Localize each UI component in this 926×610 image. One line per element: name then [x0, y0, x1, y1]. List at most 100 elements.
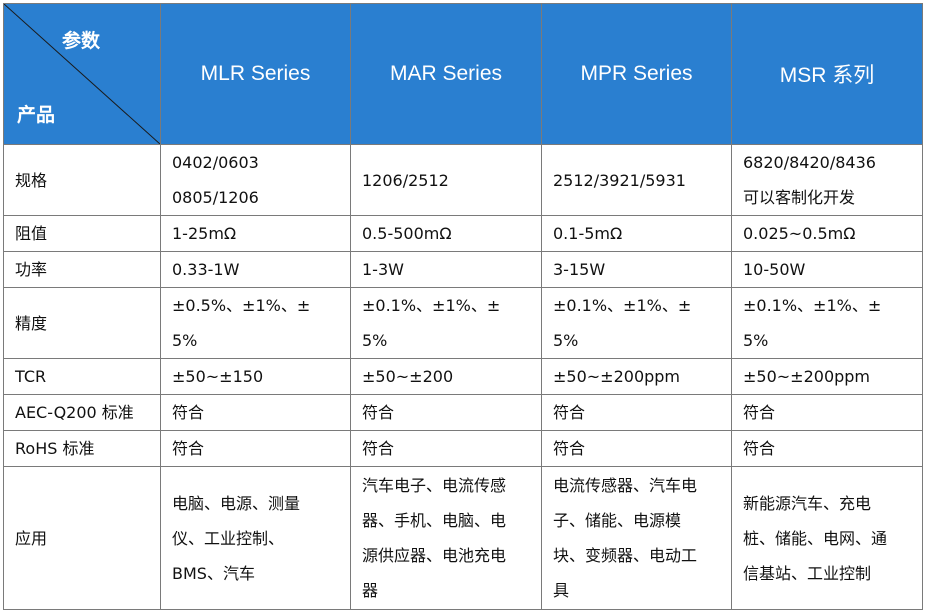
cell-text-line: ±0.1%、±1%、±: [553, 296, 692, 315]
cell-text-line: 2512/3921/5931: [553, 170, 686, 190]
table-row: 阻值 1-25mΩ 0.5-500mΩ 0.1-5mΩ 0.025~0.5mΩ: [3, 215, 923, 252]
table-cell: ±0.1%、±1%、± 5%: [731, 287, 923, 359]
table-row: RoHS 标准 符合 符合 符合 符合: [3, 430, 923, 467]
cell-text-line: 1206/2512: [362, 170, 449, 190]
table-cell: ±0.5%、±1%、± 5%: [160, 287, 351, 359]
cell-text-line: 仪、工业控制、: [172, 528, 285, 548]
cell-text-line: 符合: [362, 403, 395, 422]
row-label: 规格: [3, 144, 161, 216]
table-cell: 符合: [541, 430, 732, 467]
cell-text-line: BMS、汽车: [172, 563, 255, 583]
cell-text-line: 子、储能、电源模: [553, 511, 682, 530]
cell-text-line: 10-50W: [743, 260, 806, 279]
table-cell: 符合: [731, 430, 923, 467]
cell-text-line: 符合: [172, 439, 205, 458]
cell-text-line: ±50~±200ppm: [743, 367, 871, 386]
table-cell: 6820/8420/8436 可以客制化开发: [731, 144, 923, 216]
cell-text-line: 桩、储能、电网、通: [743, 528, 888, 548]
row-label: 精度: [3, 287, 161, 359]
cell-text-line: 1-25mΩ: [172, 224, 237, 243]
table-cell: 1-3W: [350, 251, 542, 288]
cell-text-line: 器: [362, 581, 379, 600]
header-row: 参数 产品 MLR Series MAR Series MPR Series M…: [3, 3, 923, 145]
cell-text-line: ±0.1%、±1%、±: [362, 296, 501, 315]
table-cell: 3-15W: [541, 251, 732, 288]
table-cell: 0.1-5mΩ: [541, 215, 732, 252]
cell-text-line: 信基站、工业控制: [743, 563, 872, 583]
cell-text-line: 6820/8420/8436: [743, 153, 876, 172]
cell-text-line: 符合: [172, 403, 205, 422]
table-cell: 符合: [350, 430, 542, 467]
cell-text-line: 电流传感器、汽车电: [553, 476, 698, 495]
cell-text-line: 符合: [743, 403, 776, 422]
row-label: 功率: [3, 251, 161, 288]
cell-text-line: 3-15W: [553, 260, 606, 279]
cell-text-line: 5%: [172, 331, 198, 350]
cell-text-line: ±50~±200: [362, 367, 454, 386]
table-cell: 0402/0603 0805/1206: [160, 144, 351, 216]
table-row: 应用 电脑、电源、测量 仪、工业控制、 BMS、汽车 汽车电子、电流传感 器、手机、电脑、…: [3, 466, 923, 610]
cell-text-line: 新能源汽车、充电: [743, 493, 872, 513]
table-cell: ±50~±200: [350, 358, 542, 395]
table-cell: ±50~±200ppm: [541, 358, 732, 395]
table-cell: ±50~±150: [160, 358, 351, 395]
cell-text-line: 5%: [743, 331, 769, 350]
table-cell: 符合: [731, 394, 923, 431]
cell-text-line: 电脑、电源、测量: [172, 493, 301, 513]
table-cell: 符合: [160, 394, 351, 431]
cell-text-line: 0.33-1W: [172, 260, 240, 279]
cell-text-line: ±50~±200ppm: [553, 367, 681, 386]
cell-text-line: 0.1-5mΩ: [553, 224, 623, 243]
table-row: TCR ±50~±150 ±50~±200 ±50~±200ppm ±50~±200pp…: [3, 358, 923, 395]
cell-text-line: 0.025~0.5mΩ: [743, 224, 856, 243]
cell-text-line: 符合: [553, 439, 586, 458]
cell-text-line: 符合: [553, 403, 586, 422]
cell-text-line: ±0.1%、±1%、±: [743, 296, 882, 315]
table-row: 功率 0.33-1W 1-3W 3-15W 10-50W: [3, 251, 923, 288]
row-label: 应用: [3, 466, 161, 610]
table-cell: 电脑、电源、测量 仪、工业控制、 BMS、汽车: [160, 466, 351, 610]
table-cell: 新能源汽车、充电 桩、储能、电网、通 信基站、工业控制: [731, 466, 923, 610]
row-label: RoHS 标准: [3, 430, 161, 467]
table-cell: 符合: [350, 394, 542, 431]
table-cell: 2512/3921/5931: [541, 144, 732, 216]
cell-text-line: 0.5-500mΩ: [362, 224, 452, 243]
series-header: MPR Series: [541, 3, 732, 145]
cell-text-line: 5%: [362, 331, 388, 350]
corner-label-params: 参数: [62, 31, 101, 52]
cell-text-line: ±50~±150: [172, 367, 264, 386]
cell-text-line: 汽车电子、电流传感: [362, 476, 507, 495]
table-cell: ±0.1%、±1%、± 5%: [541, 287, 732, 359]
row-label: 阻值: [3, 215, 161, 252]
corner-label-products: 产品: [17, 105, 56, 126]
table-body: 规格 0402/0603 0805/1206 1206/2512 2512/3921/5…: [3, 144, 923, 610]
table-cell: 1206/2512: [350, 144, 542, 216]
spec-table: 参数 产品 MLR Series MAR Series MPR Series M…: [3, 3, 923, 610]
table-cell: ±0.1%、±1%、± 5%: [350, 287, 542, 359]
cell-text-line: 符合: [362, 439, 395, 458]
table-cell: 汽车电子、电流传感 器、手机、电脑、电 源供应器、电池充电器: [350, 466, 542, 610]
cell-text-line: 5%: [553, 331, 579, 350]
table-cell: 符合: [541, 394, 732, 431]
cell-text-line: 具: [553, 581, 570, 600]
table-cell: 符合: [160, 430, 351, 467]
table-cell: 10-50W: [731, 251, 923, 288]
cell-text-line: 块、变频器、电动工: [553, 546, 698, 565]
row-label: TCR: [3, 358, 161, 395]
table-cell: 0.5-500mΩ: [350, 215, 542, 252]
row-label: AEC-Q200 标准: [3, 394, 161, 431]
cell-text-line: 0805/1206: [172, 188, 259, 207]
series-header: MSR 系列: [731, 3, 923, 145]
cell-text-line: 符合: [743, 439, 776, 458]
series-header: MAR Series: [350, 3, 542, 145]
cell-text-line: 器、手机、电脑、电: [362, 511, 507, 530]
table-cell: 1-25mΩ: [160, 215, 351, 252]
table-cell: ±50~±200ppm: [731, 358, 923, 395]
table-cell: 电流传感器、汽车电 子、储能、电源模 块、变频器、电动工具: [541, 466, 732, 610]
cell-text-line: 1-3W: [362, 260, 404, 279]
cell-text-line: 0402/0603: [172, 153, 259, 172]
cell-text-line: ±0.5%、±1%、±: [172, 296, 311, 315]
corner-header-cell: 参数 产品: [3, 3, 161, 145]
cell-text-line: 可以客制化开发: [743, 188, 856, 207]
